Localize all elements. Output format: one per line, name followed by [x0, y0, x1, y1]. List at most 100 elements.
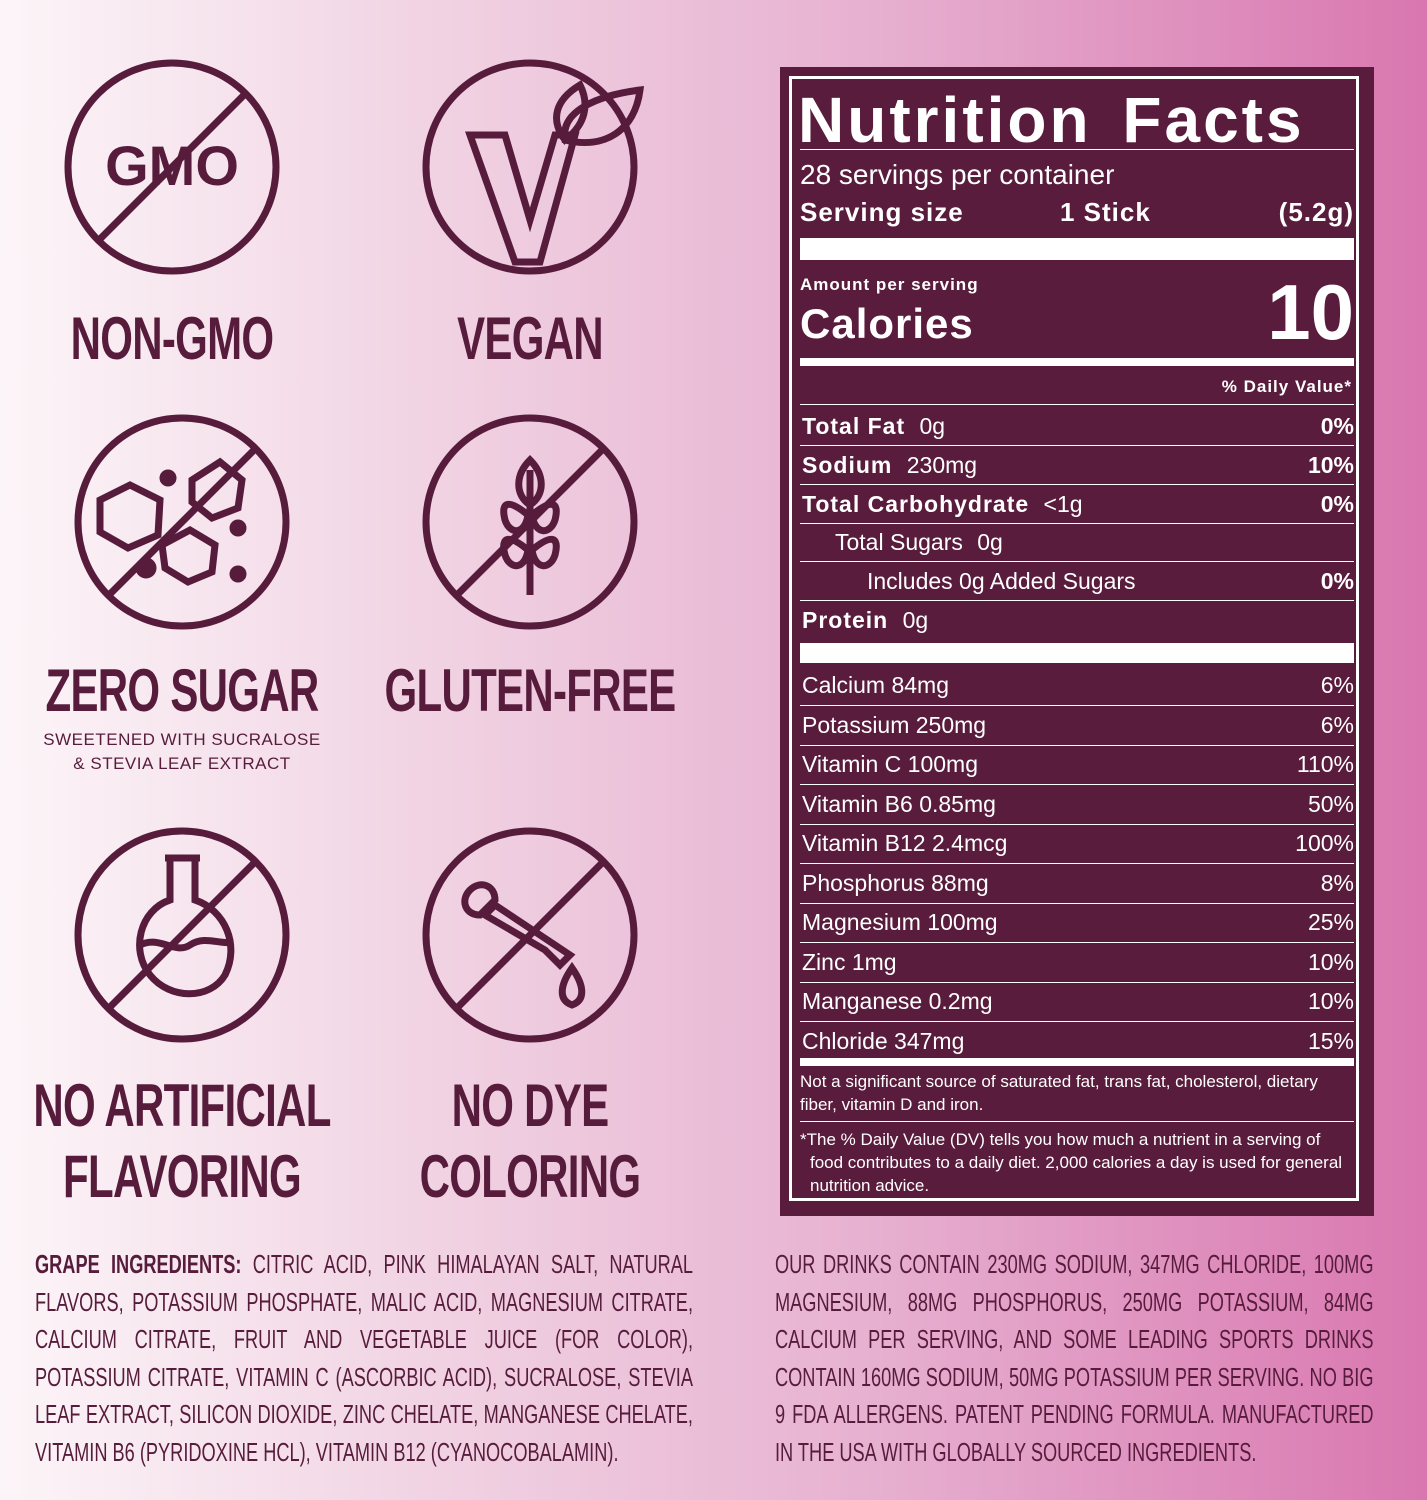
nutrient-row: Protein 0g	[802, 605, 1354, 635]
ingredients-text: CITRIC ACID, PINK HIMALAYAN SALT, NATURA…	[35, 1249, 694, 1467]
vitamin-dv: 8%	[1320, 869, 1354, 896]
nutrient-amount: 0g	[919, 413, 946, 439]
badge-label: NON-GMO	[0, 303, 368, 374]
row-rule	[800, 1021, 1354, 1022]
vitamin-row: Chloride 347mg 15%	[802, 1026, 1354, 1056]
badge-line: NO DYE	[451, 1072, 610, 1139]
badge-label: NO ARTIFICIAL FLAVORING	[0, 1070, 378, 1212]
vitamin-name: Magnesium 100mg	[802, 909, 998, 935]
nutrient-dv: 10%	[1307, 451, 1354, 478]
badge-line: COLORING	[419, 1143, 641, 1210]
footnote-2: *The % Daily Value (DV) tells you how mu…	[800, 1130, 1343, 1195]
nutrient-row: Total Carbohydrate <1g 0%	[802, 489, 1354, 519]
badge-label: GLUTEN-FREE	[334, 655, 726, 726]
nutrient-name: Includes 0g Added Sugars	[867, 568, 1136, 595]
row-rule	[800, 445, 1354, 446]
nutrient-row: Sodium 230mg 10%	[802, 450, 1354, 480]
vitamin-row: Zinc 1mg 10%	[802, 947, 1354, 977]
ingredients: GRAPE INGREDIENTS: CITRIC ACID, PINK HIM…	[35, 1246, 693, 1471]
nutrient-name: Total Carbohydrate	[802, 490, 1030, 517]
icons: GMO	[64, 59, 645, 1043]
badge-note: SWEETENED WITH SUCRALOSE & STEVIA LEAF EX…	[0, 728, 382, 776]
vitamin-dv: 10%	[1307, 988, 1354, 1014]
vitamin-name: Vitamin C 100mg	[802, 751, 978, 777]
row-rule	[800, 823, 1354, 825]
vitamin-name: Vitamin B6 0.85mg	[802, 790, 996, 817]
note-line: SWEETENED WITH SUCRALOSE	[43, 730, 321, 749]
nutrient-row: Total Fat 0g 0%	[802, 411, 1354, 441]
badge-line: NON-GMO	[70, 305, 274, 372]
row-rule	[800, 483, 1354, 485]
icon-no-artificial	[74, 827, 290, 1043]
calories-value: 10	[1267, 268, 1354, 356]
vitamin-name: Chloride 347mg	[802, 1027, 965, 1054]
notes: OUR DRINKS CONTAIN 230MG SODIUM, 347MG C…	[775, 1249, 1374, 1467]
badge-line: NO ARTIFICIAL	[33, 1072, 331, 1139]
row-rule	[800, 561, 1354, 563]
row-rule	[800, 902, 1354, 904]
vitamin-name: Calcium 84mg	[802, 672, 949, 698]
note-line: & STEVIA LEAF EXTRACT	[73, 754, 291, 773]
nutrient-name: Protein	[802, 607, 889, 633]
vitamin-row: Manganese 0.2mg 10%	[802, 986, 1354, 1016]
vitamin-row: Vitamin B12 2.4mcg 100%	[802, 828, 1354, 858]
dv-header: % Daily Value*	[1221, 377, 1352, 396]
row-rule	[800, 863, 1354, 864]
vitamin-dv: 10%	[1307, 948, 1354, 975]
nutrient-amount: 0g	[902, 607, 929, 633]
nutrient-amount: <1g	[1043, 490, 1083, 517]
badge-line: ZERO SUGAR	[45, 657, 319, 724]
vitamin-dv: 25%	[1307, 909, 1354, 935]
vitamin-row: Vitamin B6 0.85mg 50%	[802, 789, 1354, 819]
nutrient-amount: 230mg	[906, 451, 978, 478]
nutrient-amount: 0g	[977, 529, 1003, 556]
row-rule	[800, 784, 1354, 785]
row-rule	[800, 705, 1354, 706]
servings: 28 servings per container	[800, 159, 1115, 190]
footnote-1: Not a significant source of saturated fa…	[800, 1072, 1318, 1114]
nutrient-dv: 0%	[1320, 413, 1354, 439]
vitamin-dv: 100%	[1295, 830, 1354, 856]
nutrition-title: Nutrition Facts	[798, 84, 1305, 156]
badge-label: NO DYE COLORING	[334, 1070, 726, 1212]
badge-line: GLUTEN-FREE	[384, 657, 677, 724]
vitamin-name: Phosphorus 88mg	[802, 869, 989, 896]
vitamin-row: Phosphorus 88mg 8%	[802, 868, 1354, 898]
row-rule	[800, 942, 1354, 943]
vitamin-name: Vitamin B12 2.4mcg	[802, 830, 1008, 856]
ingredients-label: GRAPE INGREDIENTS:	[35, 1249, 242, 1279]
row-rule	[800, 744, 1354, 746]
badge-line: VEGAN	[457, 305, 604, 372]
vitamin-row: Potassium 250mg 6%	[802, 710, 1354, 740]
vitamin-dv: 6%	[1320, 672, 1354, 698]
icon-non-gmo: GMO	[64, 59, 280, 275]
badge-line: FLAVORING	[63, 1143, 302, 1210]
row-rule	[800, 981, 1354, 983]
nutrient-row: Includes 0g Added Sugars 0%	[802, 566, 1354, 596]
nutrient-dv: 0%	[1320, 568, 1354, 595]
nutrient-name: Total Sugars	[835, 529, 963, 556]
nutrition-facts: Nutrition Facts 28 servings per containe…	[780, 67, 1374, 1216]
vitamin-name: Manganese 0.2mg	[802, 988, 993, 1014]
vitamin-dv: 6%	[1320, 711, 1354, 738]
vitamin-dv: 15%	[1307, 1027, 1354, 1054]
row-rule	[800, 522, 1354, 524]
panel-border	[789, 76, 1359, 1201]
vitamin-row: Vitamin C 100mg 110%	[802, 749, 1354, 779]
icon-gluten-free	[422, 414, 638, 630]
nutrient-row: Total Sugars 0g	[802, 527, 1354, 557]
serving-size-label: Serving size	[800, 197, 964, 227]
serving-size-weight: (5.2g)	[1278, 197, 1354, 227]
nutrient-dv: 0%	[1320, 490, 1354, 517]
badge-label: ZERO SUGAR	[0, 655, 378, 726]
amount-per-serving: Amount per serving	[800, 275, 979, 294]
vitamin-dv: 110%	[1296, 751, 1354, 777]
vitamin-row: Magnesium 100mg 25%	[802, 907, 1354, 937]
serving-size-amount: 1 Stick	[1060, 197, 1151, 227]
vitamin-row: Calcium 84mg 6%	[802, 670, 1354, 700]
vitamin-dv: 50%	[1307, 790, 1354, 817]
vitamin-name: Zinc 1mg	[802, 948, 897, 975]
icon-zero-sugar	[74, 414, 290, 630]
icon-text: GMO	[105, 134, 239, 197]
